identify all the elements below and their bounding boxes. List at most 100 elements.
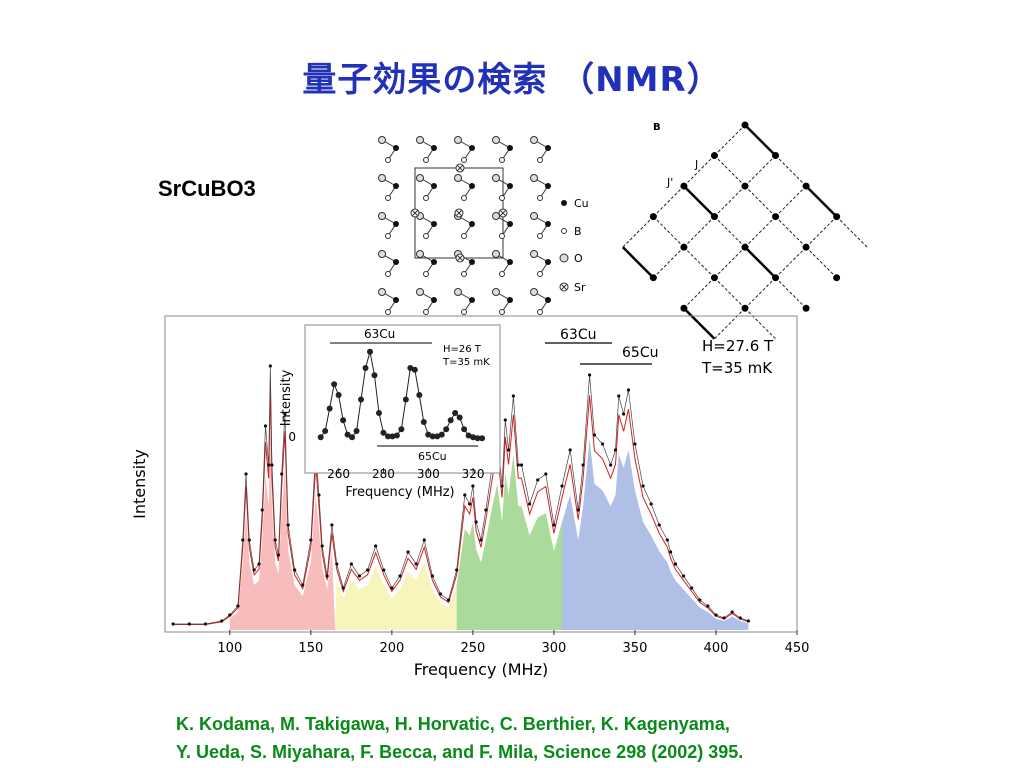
bond-label-j-prime: J' [666, 176, 673, 189]
inset-data-point [362, 365, 369, 371]
inset-data-point [479, 435, 486, 442]
citation: K. Kodama, M. Takigawa, H. Horvatic, C. … [176, 710, 936, 766]
oxygen-atom [378, 136, 386, 144]
data-point [455, 568, 459, 572]
boron-atom [499, 195, 505, 201]
data-point [722, 616, 726, 620]
data-point [576, 508, 580, 512]
boron-atom [385, 195, 391, 201]
lattice-bond-jprime [775, 155, 807, 187]
strontium-cross [499, 209, 507, 217]
copper-atom [393, 221, 399, 227]
inset-data-point [353, 428, 360, 434]
inset-data-point [340, 417, 347, 424]
oxygen-atom [416, 174, 424, 182]
data-point [669, 550, 673, 554]
boron-atom [423, 195, 429, 201]
cu-legend-label: Cu [574, 197, 589, 210]
boron-atom [461, 309, 467, 315]
data-point [617, 394, 621, 398]
inset-y-axis-label: Intensity [279, 369, 294, 426]
data-point [171, 622, 175, 626]
data-point [276, 553, 281, 557]
boron-atom [385, 271, 391, 277]
lattice-bond-jprime [805, 216, 837, 248]
lattice-site [680, 243, 688, 251]
data-point [398, 574, 402, 578]
data-point [503, 418, 507, 422]
boron-atom [423, 271, 429, 277]
data-point [422, 538, 426, 542]
oxygen-atom [530, 174, 538, 182]
lattice-bond-jprime [744, 185, 776, 217]
inset-data-point [335, 392, 342, 398]
data-point [390, 586, 394, 590]
oxygen-atom [378, 250, 386, 258]
boron-atom [499, 271, 505, 277]
lattice-bond-jprime [775, 185, 807, 217]
data-point [267, 463, 271, 467]
inset-data-point [317, 434, 324, 441]
o-legend-symbol [559, 253, 569, 263]
lattice-bond-j [683, 185, 716, 218]
lattice-diagram: B J J' [621, 121, 868, 340]
citation-line-1: K. Kodama, M. Takigawa, H. Horvatic, C. … [176, 714, 730, 734]
data-point [511, 394, 516, 398]
oxygen-atom [378, 288, 386, 296]
boron-atom [423, 157, 429, 163]
lattice-bond-j [744, 124, 777, 157]
strontium-cross [411, 209, 419, 217]
citation-line-2: Y. Ueda, S. Miyahara, F. Becca, and F. M… [176, 742, 744, 762]
oxygen-atom [378, 212, 386, 220]
bond-label-j: J [694, 158, 698, 171]
copper-atom [469, 145, 475, 151]
strontium-cross [456, 164, 464, 172]
lattice-bond-jprime [744, 155, 776, 187]
data-point [609, 463, 613, 467]
lattice-bond-jprime [622, 216, 654, 248]
inset-x-axis-label: Frequency (MHz) [345, 485, 454, 500]
data-point [244, 472, 248, 476]
lattice-bond-jprime [744, 216, 776, 248]
boron-atom [537, 157, 543, 163]
data-point [581, 463, 585, 467]
sr-legend-cross-b [560, 283, 568, 291]
crystal-legend: Cu B O Sr [559, 197, 589, 294]
fit-curve-path [173, 387, 749, 625]
inset-data-point [326, 405, 333, 412]
data-point [320, 544, 324, 548]
inset-x-tick-label: 320 [462, 467, 485, 481]
strontium-cross [456, 254, 464, 262]
boron-atom [537, 195, 543, 201]
copper-atom [507, 221, 513, 227]
x-tick-label: 250 [460, 641, 485, 656]
inset-data-point [420, 419, 427, 425]
boron-atom [385, 309, 391, 315]
band-red [229, 432, 336, 630]
data-point [406, 550, 410, 554]
copper-atom [393, 145, 399, 151]
data-point [187, 622, 191, 626]
inset-data-point [331, 381, 338, 388]
lattice-site [710, 152, 718, 160]
data-point [236, 604, 240, 608]
copper-atom [431, 297, 437, 303]
oxygen-atom [492, 136, 500, 144]
o-legend-label: O [574, 252, 583, 265]
copper-atom [431, 183, 437, 189]
inset-data-point [367, 348, 373, 355]
x-tick-label: 400 [704, 641, 729, 656]
lattice-site [772, 213, 780, 221]
lattice-site [802, 304, 810, 312]
oxygen-atom [492, 212, 500, 220]
lattice-bond-jprime [805, 246, 837, 279]
copper-atom [545, 259, 551, 265]
lattice-site [649, 274, 657, 282]
copper-atom [507, 145, 513, 151]
lattice-bond-jprime [714, 124, 746, 156]
data-point [263, 424, 268, 428]
inset-data-point [452, 410, 459, 416]
lattice-site [649, 213, 657, 221]
lattice-bond-jprime [653, 216, 685, 248]
data-point [544, 472, 548, 476]
